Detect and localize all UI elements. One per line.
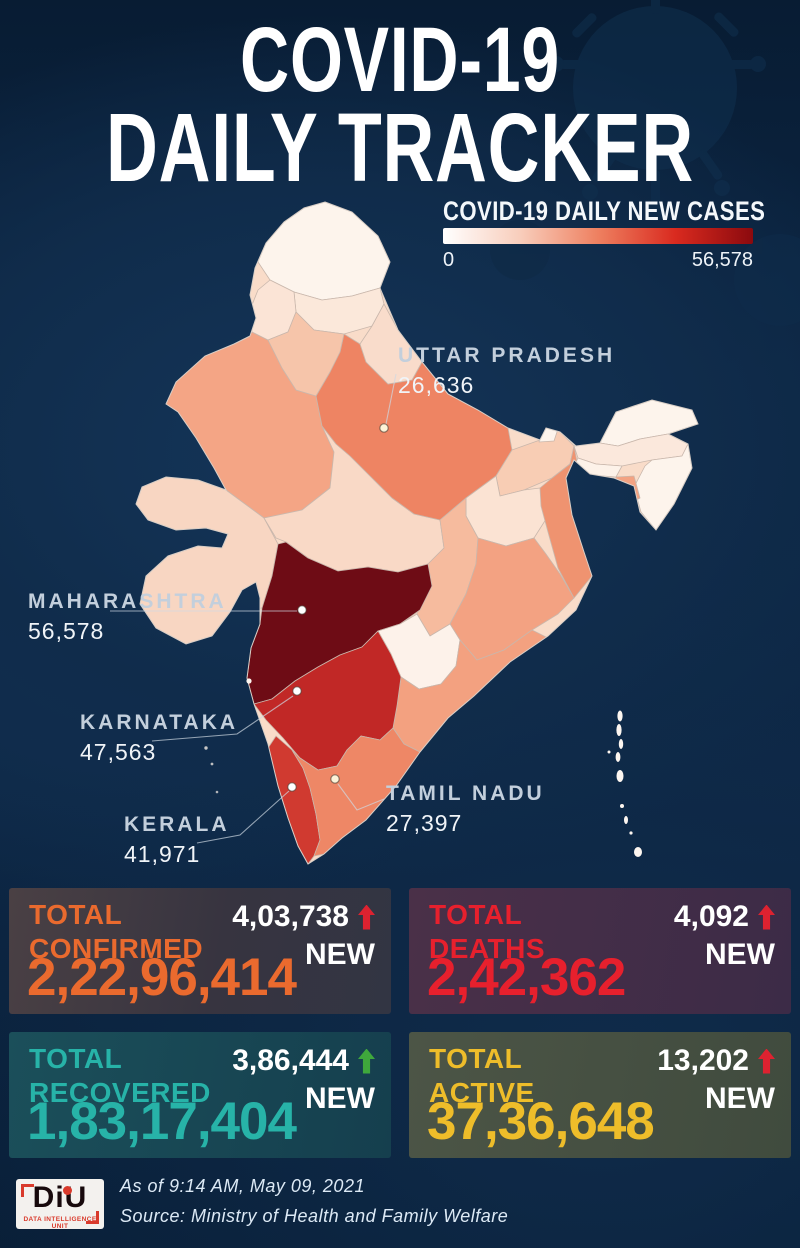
up-arrow-icon: [358, 904, 375, 930]
state-name: KARNATAKA: [80, 711, 239, 734]
state-value: 27,397: [386, 810, 463, 836]
up-arrow-icon: [758, 1048, 775, 1074]
callout-tamil-nadu: TAMIL NADU 27,397: [386, 782, 545, 837]
legend-max-value: 56,578: [691, 249, 753, 271]
legend-title: COVID-19 DAILY NEW CASES: [443, 196, 766, 226]
stat-new-label: NEW: [705, 1082, 775, 1115]
marker-tamil-nadu: [330, 774, 340, 784]
stat-new-value: 3,86,444: [232, 1044, 349, 1077]
stat-label-line2: RECOVERED: [29, 1077, 211, 1108]
stat-new-label: NEW: [305, 1082, 375, 1115]
lakshadweep-dot: [215, 790, 219, 794]
stat-card-total-active: TOTAL ACTIVE 37,36,648 13,202 NEW: [409, 1032, 791, 1158]
as-of-timestamp: As of 9:14 AM, May 09, 2021: [120, 1176, 365, 1196]
stat-new-label: NEW: [705, 938, 775, 971]
callout-uttar-pradesh: UTTAR PRADESH 26,636: [398, 344, 615, 399]
stat-label-line1: TOTAL: [29, 899, 123, 930]
state-value: 47,563: [80, 739, 157, 765]
stat-label-line2: DEATHS: [429, 933, 546, 964]
logo-bracket-icon: [21, 1184, 34, 1197]
up-arrow-icon: [758, 904, 775, 930]
stat-label-line1: TOTAL: [429, 1043, 523, 1074]
stat-label: TOTAL RECOVERED: [29, 1042, 211, 1110]
virus-dot-icon: [63, 1186, 72, 1195]
legend-gradient-bar: [443, 228, 753, 244]
logo-text: DiU: [32, 1181, 88, 1214]
goa-dot: [246, 678, 252, 684]
state-value: 41,971: [124, 841, 201, 867]
callout-leader-lines: [110, 373, 397, 844]
india-outline: [135, 201, 699, 865]
stat-card-total-deaths: TOTAL DEATHS 2,42,362 4,092 NEW: [409, 888, 791, 1014]
stat-new-block: 4,092 NEW: [674, 900, 775, 972]
stat-new-block: 3,86,444 NEW: [232, 1044, 375, 1116]
stat-value: 2,42,362: [427, 948, 626, 1007]
marker-maharashtra: [297, 605, 307, 615]
stat-card-total-recovered: TOTAL RECOVERED 1,83,17,404 3,86,444 NEW: [9, 1032, 391, 1158]
state-value: 56,578: [28, 618, 105, 644]
callout-karnataka: KARNATAKA 47,563: [80, 711, 238, 766]
callout-kerala: KERALA 41,971: [124, 813, 230, 868]
state-haryana: [267, 311, 345, 397]
stat-card-total-confirmed: TOTAL CONFIRMED 2,22,96,414 4,03,738 NEW: [9, 888, 391, 1014]
stat-label-line2: ACTIVE: [429, 1077, 535, 1108]
state-name: KERALA: [124, 813, 230, 836]
page-subtitle: DAILY TRACKER: [106, 93, 694, 202]
stat-new-value: 4,03,738: [232, 900, 349, 933]
logo-bracket-icon: [86, 1211, 99, 1224]
up-arrow-icon: [358, 1048, 375, 1074]
state-markers: [287, 423, 389, 792]
stat-new-value: 4,092: [673, 900, 749, 933]
legend-min-value: 0: [443, 249, 455, 271]
stat-label: TOTAL DEATHS: [429, 898, 545, 966]
stat-label: TOTAL CONFIRMED: [29, 898, 203, 966]
marker-kerala: [287, 782, 297, 792]
stat-label-line2: CONFIRMED: [29, 933, 204, 964]
islands-group: [204, 678, 642, 857]
stat-label-line1: TOTAL: [429, 899, 523, 930]
state-uttarakhand: [359, 303, 423, 385]
callout-maharashtra: MAHARASHTRA 56,578: [28, 590, 227, 645]
stat-value: 2,22,96,414: [27, 948, 297, 1007]
stat-value: 37,36,648: [427, 1092, 655, 1151]
logo-subtext: DATA INTELLIGENCE UNIT: [23, 1216, 97, 1230]
stat-label: TOTAL ACTIVE: [429, 1042, 535, 1110]
lakshadweep-dot: [204, 746, 208, 750]
page-title: COVID-19: [240, 9, 560, 111]
stat-value: 1,83,17,404: [27, 1092, 297, 1151]
stat-new-block: 4,03,738 NEW: [232, 900, 375, 972]
stat-new-value: 13,202: [657, 1044, 749, 1077]
state-name: UTTAR PRADESH: [398, 344, 616, 367]
data-source: Source: Ministry of Health and Family We…: [120, 1206, 509, 1226]
marker-karnataka: [292, 686, 302, 696]
state-value: 26,636: [398, 372, 475, 398]
stat-new-label: NEW: [305, 938, 375, 971]
state-name: MAHARASHTRA: [28, 590, 227, 613]
stat-label-line1: TOTAL: [29, 1043, 123, 1074]
lakshadweep-dot: [210, 762, 214, 766]
marker-uttar-pradesh: [379, 423, 389, 433]
diu-logo: DiU DATA INTELLIGENCE UNIT: [16, 1179, 104, 1230]
state-name: TAMIL NADU: [386, 782, 545, 805]
stat-new-block: 13,202 NEW: [657, 1044, 775, 1116]
andaman-nicobar-islands: [607, 710, 642, 857]
